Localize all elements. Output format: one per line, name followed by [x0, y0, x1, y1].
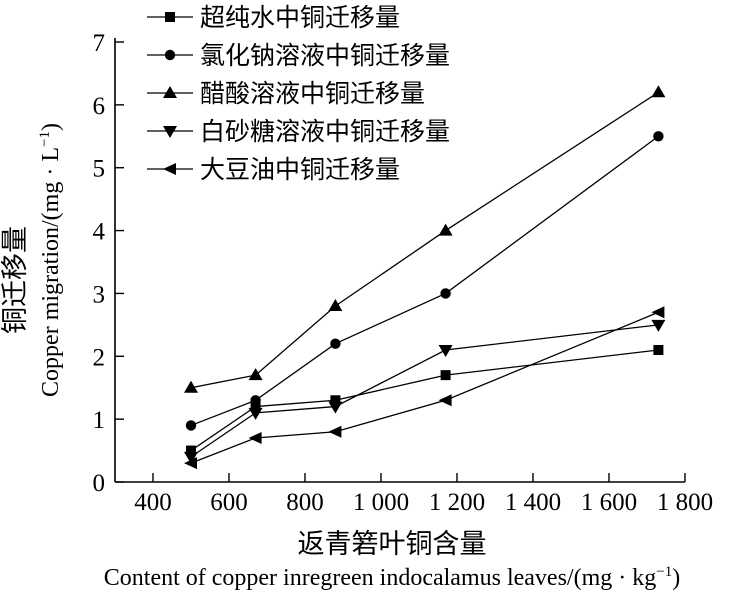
- y-tick-label: 6: [93, 93, 106, 120]
- legend-marker: [163, 126, 177, 138]
- x-tick-label: 800: [286, 489, 324, 516]
- data-point: [651, 319, 666, 332]
- y-tick-label: 1: [93, 407, 106, 434]
- x-tick-label: 600: [210, 489, 248, 516]
- x-tick-label: 1 200: [429, 489, 485, 516]
- legend-marker: [165, 12, 175, 22]
- x-tick-label: 1 400: [505, 489, 561, 516]
- y-axis-label-en: Copper migration/(mg · L−1): [37, 123, 64, 397]
- data-point: [250, 401, 261, 412]
- legend-marker: [163, 86, 177, 98]
- data-point: [651, 306, 665, 319]
- data-point: [440, 370, 451, 381]
- data-point: [330, 395, 341, 406]
- legend-marker: [163, 163, 176, 175]
- legend-item-5: 大豆油中铜迁移量: [147, 155, 400, 184]
- data-point: [250, 395, 261, 406]
- series-1: [186, 345, 664, 456]
- y-tick-label: 4: [93, 219, 106, 246]
- series-3: [184, 85, 666, 393]
- data-point: [328, 401, 343, 414]
- x-axis-label-en-sup: −1: [656, 564, 672, 580]
- data-point: [248, 368, 263, 381]
- data-point: [185, 420, 197, 431]
- data-point: [328, 425, 342, 438]
- data-point: [653, 131, 664, 142]
- x-tick-label: 1 600: [581, 489, 637, 516]
- data-point: [184, 451, 198, 464]
- x-axis-label-cn: 返青箬叶铜含量: [298, 529, 487, 560]
- legend: 超纯水中铜迁移量氯化钠溶液中铜迁移量醋酸溶液中铜迁移量白砂糖溶液中铜迁移量大豆油…: [147, 3, 450, 184]
- legend-item-3: 醋酸溶液中铜迁移量: [147, 79, 425, 108]
- series-5: [184, 306, 665, 470]
- y-tick-label: 7: [93, 30, 106, 57]
- data-point: [438, 223, 453, 236]
- legend-item-1: 超纯水中铜迁移量: [147, 3, 400, 32]
- data-point: [248, 432, 262, 444]
- series-4: [184, 319, 666, 464]
- legend-label: 超纯水中铜迁移量: [200, 3, 400, 32]
- data-point: [438, 345, 453, 357]
- x-axis-label-en: Content of copper inregreen indocalamus …: [104, 564, 680, 591]
- y-axis-label-en-end: ): [38, 123, 64, 131]
- data-point: [184, 380, 198, 393]
- series-2: [185, 131, 664, 431]
- legend-label: 氯化钠溶液中铜迁移量: [200, 41, 450, 70]
- legend-item-2: 氯化钠溶液中铜迁移量: [147, 41, 450, 70]
- legend-marker: [164, 49, 176, 61]
- data-point: [186, 445, 196, 456]
- series-layer: [184, 85, 666, 470]
- y-tick-label: 3: [93, 281, 106, 308]
- axes: 0 1 2 3 4 5 6 7 400 600 800 1 000 1 200 1 400 1 600 1 8…: [93, 30, 714, 516]
- data-point: [440, 288, 451, 299]
- x-axis-label-en-main: Content of copper inregreen indocalamus …: [104, 565, 656, 591]
- legend-label: 醋酸溶液中铜迁移量: [200, 79, 425, 108]
- y-axis-label-en-sup: −1: [37, 131, 53, 147]
- data-point: [653, 345, 664, 355]
- x-axis-label-en-end: ): [672, 565, 680, 591]
- y-tick-label: 5: [93, 156, 106, 183]
- x-tick-label: 400: [134, 489, 172, 516]
- y-axis-label-en-main: Copper migration/(mg · L: [38, 147, 64, 397]
- data-point: [248, 407, 263, 420]
- data-point: [438, 394, 452, 407]
- data-point: [184, 457, 197, 470]
- y-axis-label-cn: 铜迁移量: [0, 226, 31, 334]
- data-point: [328, 299, 343, 311]
- y-tick-label: 2: [93, 344, 106, 371]
- legend-label: 白砂糖溶液中铜迁移量: [200, 117, 450, 146]
- x-tick-label: 1 000: [353, 489, 409, 516]
- data-point: [651, 85, 666, 98]
- y-tick-label: 0: [93, 470, 106, 497]
- data-point: [330, 338, 341, 349]
- legend-item-4: 白砂糖溶液中铜迁移量: [147, 117, 450, 146]
- x-tick-label: 1 800: [657, 489, 713, 516]
- legend-label: 大豆油中铜迁移量: [200, 155, 400, 184]
